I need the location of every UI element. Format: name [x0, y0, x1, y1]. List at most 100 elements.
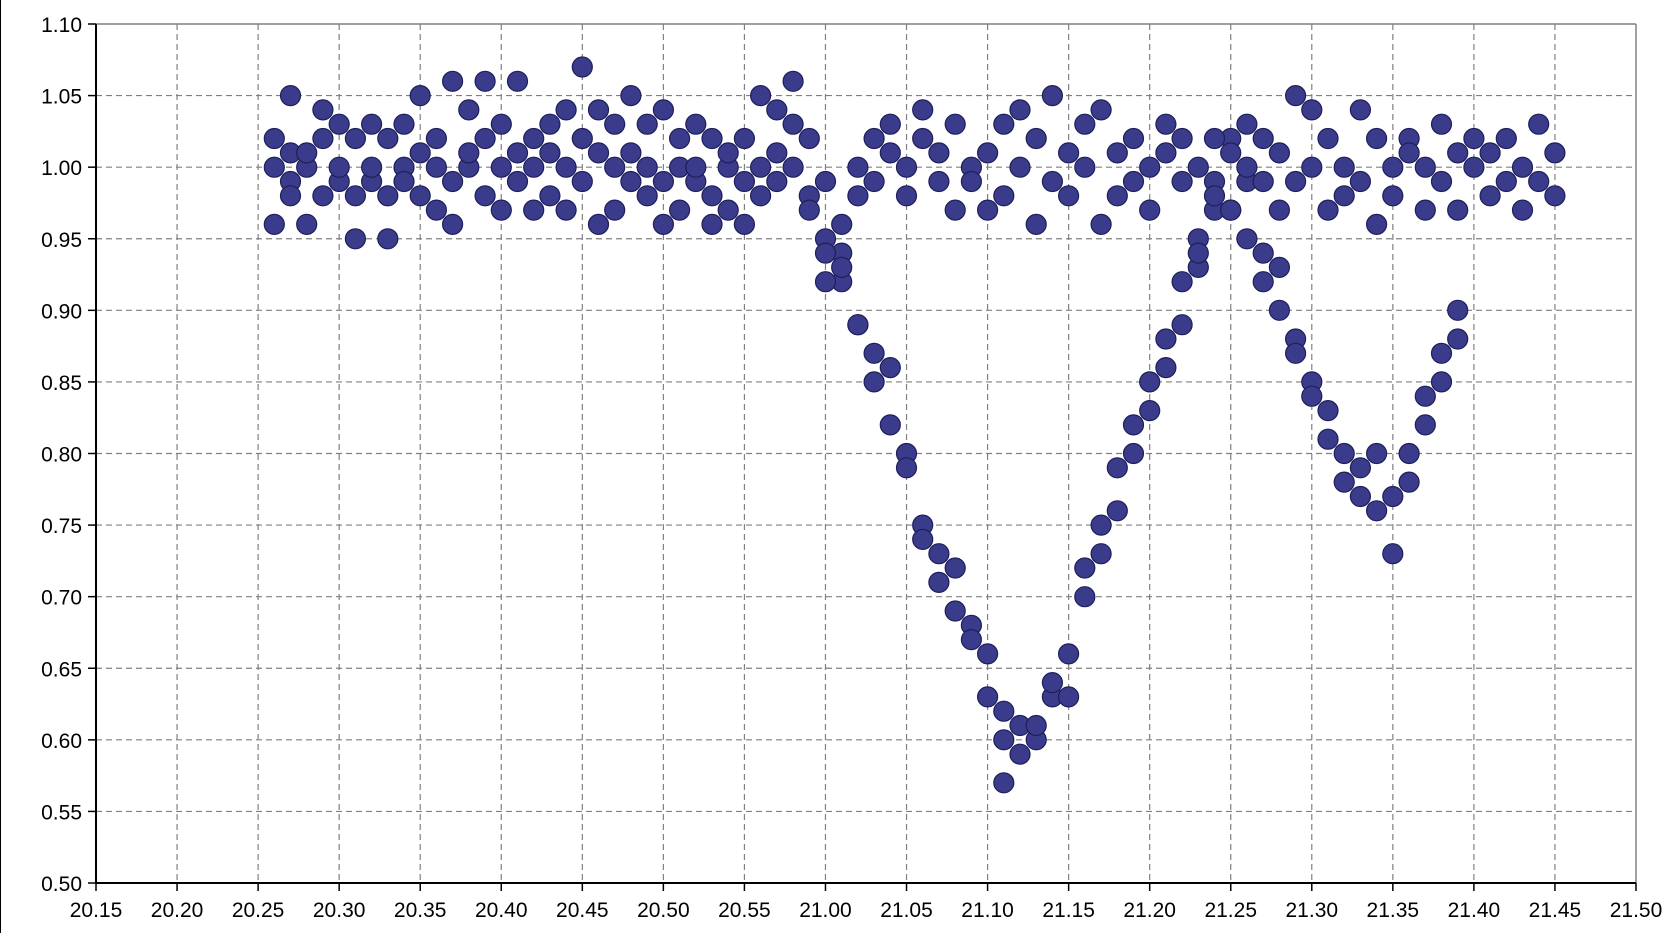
data-point [1057, 643, 1080, 665]
data-point [928, 571, 950, 594]
data-point [1317, 400, 1339, 422]
data-point [361, 156, 383, 178]
data-point [1284, 84, 1307, 107]
data-point [1268, 299, 1291, 321]
y-tick-label: 0.60 [41, 730, 82, 753]
data-point [766, 142, 788, 164]
y-tick-label: 0.55 [41, 801, 82, 824]
data-point [1139, 199, 1161, 221]
data-point [279, 185, 302, 207]
data-point [539, 185, 561, 207]
data-point [1284, 170, 1307, 193]
data-point [1495, 170, 1517, 193]
data-point [1447, 328, 1469, 350]
data-point [766, 99, 788, 121]
data-point [344, 185, 366, 207]
data-point [960, 170, 983, 193]
data-point [733, 170, 756, 193]
data-point [1252, 242, 1274, 264]
data-point [993, 700, 1015, 722]
data-point [425, 156, 447, 178]
data-point [555, 156, 577, 178]
data-point [1349, 485, 1372, 508]
data-point [1382, 185, 1404, 207]
x-tick-label: 21.30 [1286, 899, 1339, 922]
x-tick-label: 20.30 [313, 899, 366, 922]
data-point [1171, 314, 1193, 336]
x-tick-label: 21.00 [799, 899, 852, 922]
data-point [1122, 170, 1145, 193]
data-point [1398, 471, 1420, 493]
data-point [976, 686, 999, 708]
x-tick-label: 21.40 [1448, 899, 1501, 922]
data-point [409, 185, 431, 207]
data-point [1171, 127, 1193, 150]
tick-label-layer: 0.50 0.55 0.60 0.65 0.70 0.75 0.80 0.85 0.90 0.95… [41, 14, 1662, 922]
data-point [895, 156, 918, 178]
data-point [749, 185, 772, 207]
data-point [1074, 586, 1096, 608]
y-tick-label: 0.85 [41, 372, 82, 395]
data-point [912, 99, 934, 121]
y-tick-label: 0.75 [41, 515, 82, 538]
data-point [912, 127, 934, 150]
data-point [539, 113, 561, 135]
data-point [458, 142, 480, 164]
data-point [912, 528, 934, 551]
data-point [1333, 442, 1355, 465]
data-point [328, 156, 350, 178]
data-point [1398, 142, 1420, 164]
data-point [1544, 142, 1566, 164]
data-point [717, 199, 739, 221]
data-point [993, 772, 1015, 794]
data-point [993, 113, 1015, 135]
data-point [539, 142, 561, 164]
data-point [1268, 256, 1291, 278]
data-point [1203, 185, 1226, 207]
data-point [1106, 457, 1128, 479]
data-point [863, 342, 885, 364]
data-point [1349, 457, 1372, 479]
data-point [1139, 371, 1161, 393]
y-tick-label: 0.90 [41, 300, 82, 323]
data-point [831, 256, 853, 278]
data-point [377, 185, 399, 207]
data-point [263, 213, 285, 235]
data-point [377, 127, 399, 150]
data-point [604, 199, 626, 221]
data-point [425, 199, 447, 221]
data-point [1447, 299, 1469, 321]
data-point [976, 142, 999, 164]
data-point [1106, 500, 1128, 522]
data-point [1057, 142, 1080, 164]
data-point [1252, 170, 1274, 193]
data-point [604, 156, 626, 178]
data-point [879, 142, 901, 164]
x-tick-label: 20.45 [556, 899, 609, 922]
data-point [1090, 543, 1112, 565]
data-point [668, 199, 691, 221]
data-point [587, 213, 610, 235]
data-point [1252, 271, 1274, 293]
data-point [523, 199, 545, 221]
data-point [895, 185, 918, 207]
data-point [1041, 170, 1064, 193]
data-point [1365, 500, 1388, 522]
data-point [1382, 156, 1404, 178]
data-point [1139, 156, 1161, 178]
data-point [814, 170, 837, 193]
data-point [1122, 127, 1145, 150]
data-point [1074, 557, 1096, 579]
data-point [636, 156, 658, 178]
data-point [668, 127, 691, 150]
data-point [1041, 84, 1064, 107]
x-tick-label: 21.35 [1367, 899, 1420, 922]
data-point [296, 142, 318, 164]
data-point [604, 113, 626, 135]
x-tick-label: 20.25 [232, 899, 285, 922]
data-point [1090, 514, 1112, 536]
data-point [555, 199, 577, 221]
data-point [474, 185, 496, 207]
data-point [1301, 385, 1323, 407]
data-point [296, 213, 318, 235]
